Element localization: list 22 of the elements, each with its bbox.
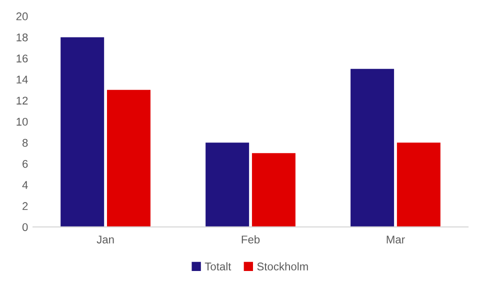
bar bbox=[396, 142, 440, 227]
bar bbox=[106, 90, 150, 227]
x-tick-label: Jan bbox=[96, 236, 114, 244]
y-tick-label: 6 bbox=[22, 160, 28, 168]
legend-label: Stockholm bbox=[257, 262, 308, 270]
y-tick-label: 20 bbox=[16, 12, 28, 20]
y-tick-label: 10 bbox=[16, 118, 28, 126]
y-tick-label: 18 bbox=[16, 33, 28, 42]
y-tick-label: 14 bbox=[16, 76, 28, 84]
y-tick-label: 4 bbox=[22, 181, 28, 189]
y-tick-label: 2 bbox=[22, 202, 28, 210]
y-tick-label: 0 bbox=[22, 223, 28, 232]
legend-label: Totalt bbox=[204, 262, 232, 270]
y-tick-label: 12 bbox=[16, 96, 28, 104]
bar bbox=[350, 68, 394, 227]
x-tick-label: Mar bbox=[386, 236, 405, 244]
y-tick-label: 16 bbox=[16, 54, 28, 62]
y-tick-label: 8 bbox=[22, 138, 28, 147]
bar bbox=[252, 153, 296, 227]
bar bbox=[206, 142, 250, 227]
bar bbox=[60, 37, 104, 227]
x-tick-label: Feb bbox=[242, 235, 260, 244]
